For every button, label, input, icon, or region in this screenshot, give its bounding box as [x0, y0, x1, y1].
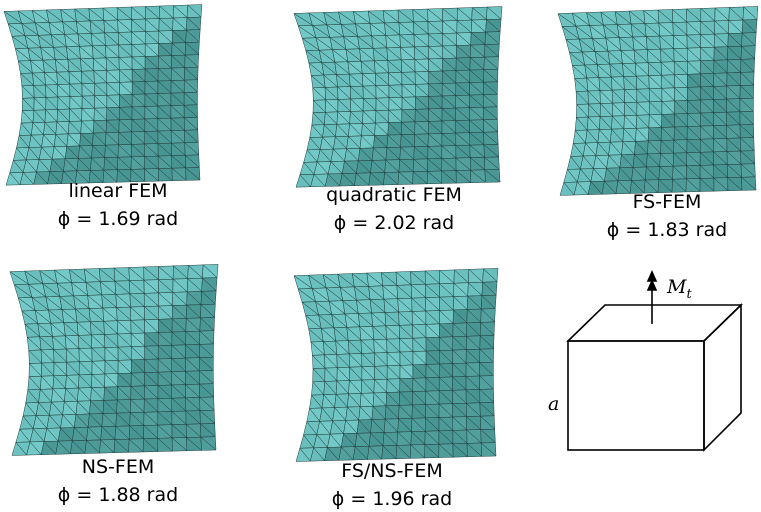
mesh — [10, 264, 218, 455]
mesh — [294, 7, 502, 188]
moment-subscript: t — [686, 287, 692, 302]
mesh — [294, 268, 498, 461]
panel-angle: ϕ = 1.83 rad — [607, 219, 727, 241]
panel-angle: ϕ = 2.02 rad — [334, 212, 454, 234]
panel-angle: ϕ = 1.96 rad — [332, 488, 452, 510]
panel-label: quadratic FEM — [326, 184, 462, 206]
figure: linear FEM ϕ = 1.69 rad quadratic FEM ϕ … — [0, 0, 761, 512]
cube-diagram — [568, 272, 741, 450]
panel-label: NS-FEM — [82, 456, 154, 478]
cube-side — [704, 305, 741, 450]
arrow-head — [648, 281, 656, 290]
cube-front — [568, 341, 704, 450]
panel-label: FS/NS-FEM — [341, 460, 443, 482]
mesh — [558, 6, 758, 195]
cube-top — [568, 305, 741, 341]
panel-angle: ϕ = 1.88 rad — [58, 484, 178, 506]
panel-label: FS-FEM — [633, 191, 702, 213]
moment-symbol: M — [666, 276, 687, 298]
panel-angle: ϕ = 1.69 rad — [58, 208, 178, 230]
side-label: a — [548, 393, 559, 415]
moment-label: Mt — [666, 276, 692, 302]
mesh — [4, 5, 202, 186]
panel-label: linear FEM — [68, 180, 167, 202]
